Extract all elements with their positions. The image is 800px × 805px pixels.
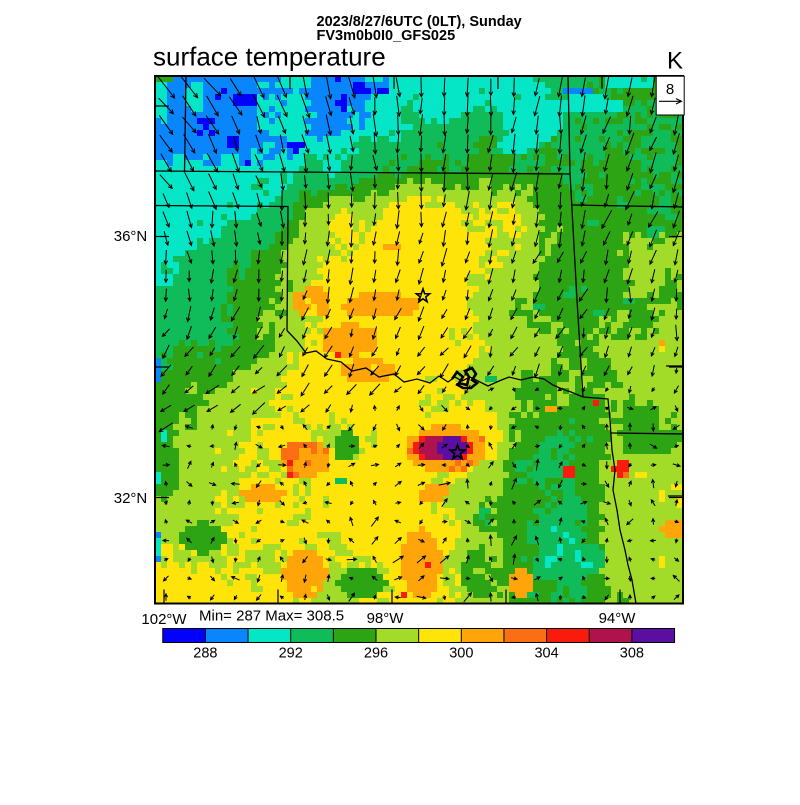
svg-text:K: K xyxy=(667,48,683,75)
svg-text:2023/8/27/6UTC (0LT), Sunday: 2023/8/27/6UTC (0LT), Sunday xyxy=(317,14,522,30)
svg-text:304: 304 xyxy=(534,646,558,662)
svg-text:FV3m0b0I0_GFS025: FV3m0b0I0_GFS025 xyxy=(317,28,456,44)
svg-text:98°W: 98°W xyxy=(367,610,405,627)
svg-text:300: 300 xyxy=(449,646,473,662)
svg-text:102°W: 102°W xyxy=(141,611,187,628)
svg-text:Min= 287 Max= 308.5: Min= 287 Max= 308.5 xyxy=(199,608,344,625)
svg-text:292: 292 xyxy=(279,646,303,662)
svg-text:94°W: 94°W xyxy=(599,610,637,627)
svg-text:288: 288 xyxy=(193,646,217,662)
svg-text:308: 308 xyxy=(620,646,644,662)
svg-text:surface temperature: surface temperature xyxy=(153,42,386,72)
svg-text:296: 296 xyxy=(364,646,388,662)
svg-text:32°N: 32°N xyxy=(114,490,148,507)
svg-text:8: 8 xyxy=(666,81,674,98)
svg-text:36°N: 36°N xyxy=(114,228,148,245)
